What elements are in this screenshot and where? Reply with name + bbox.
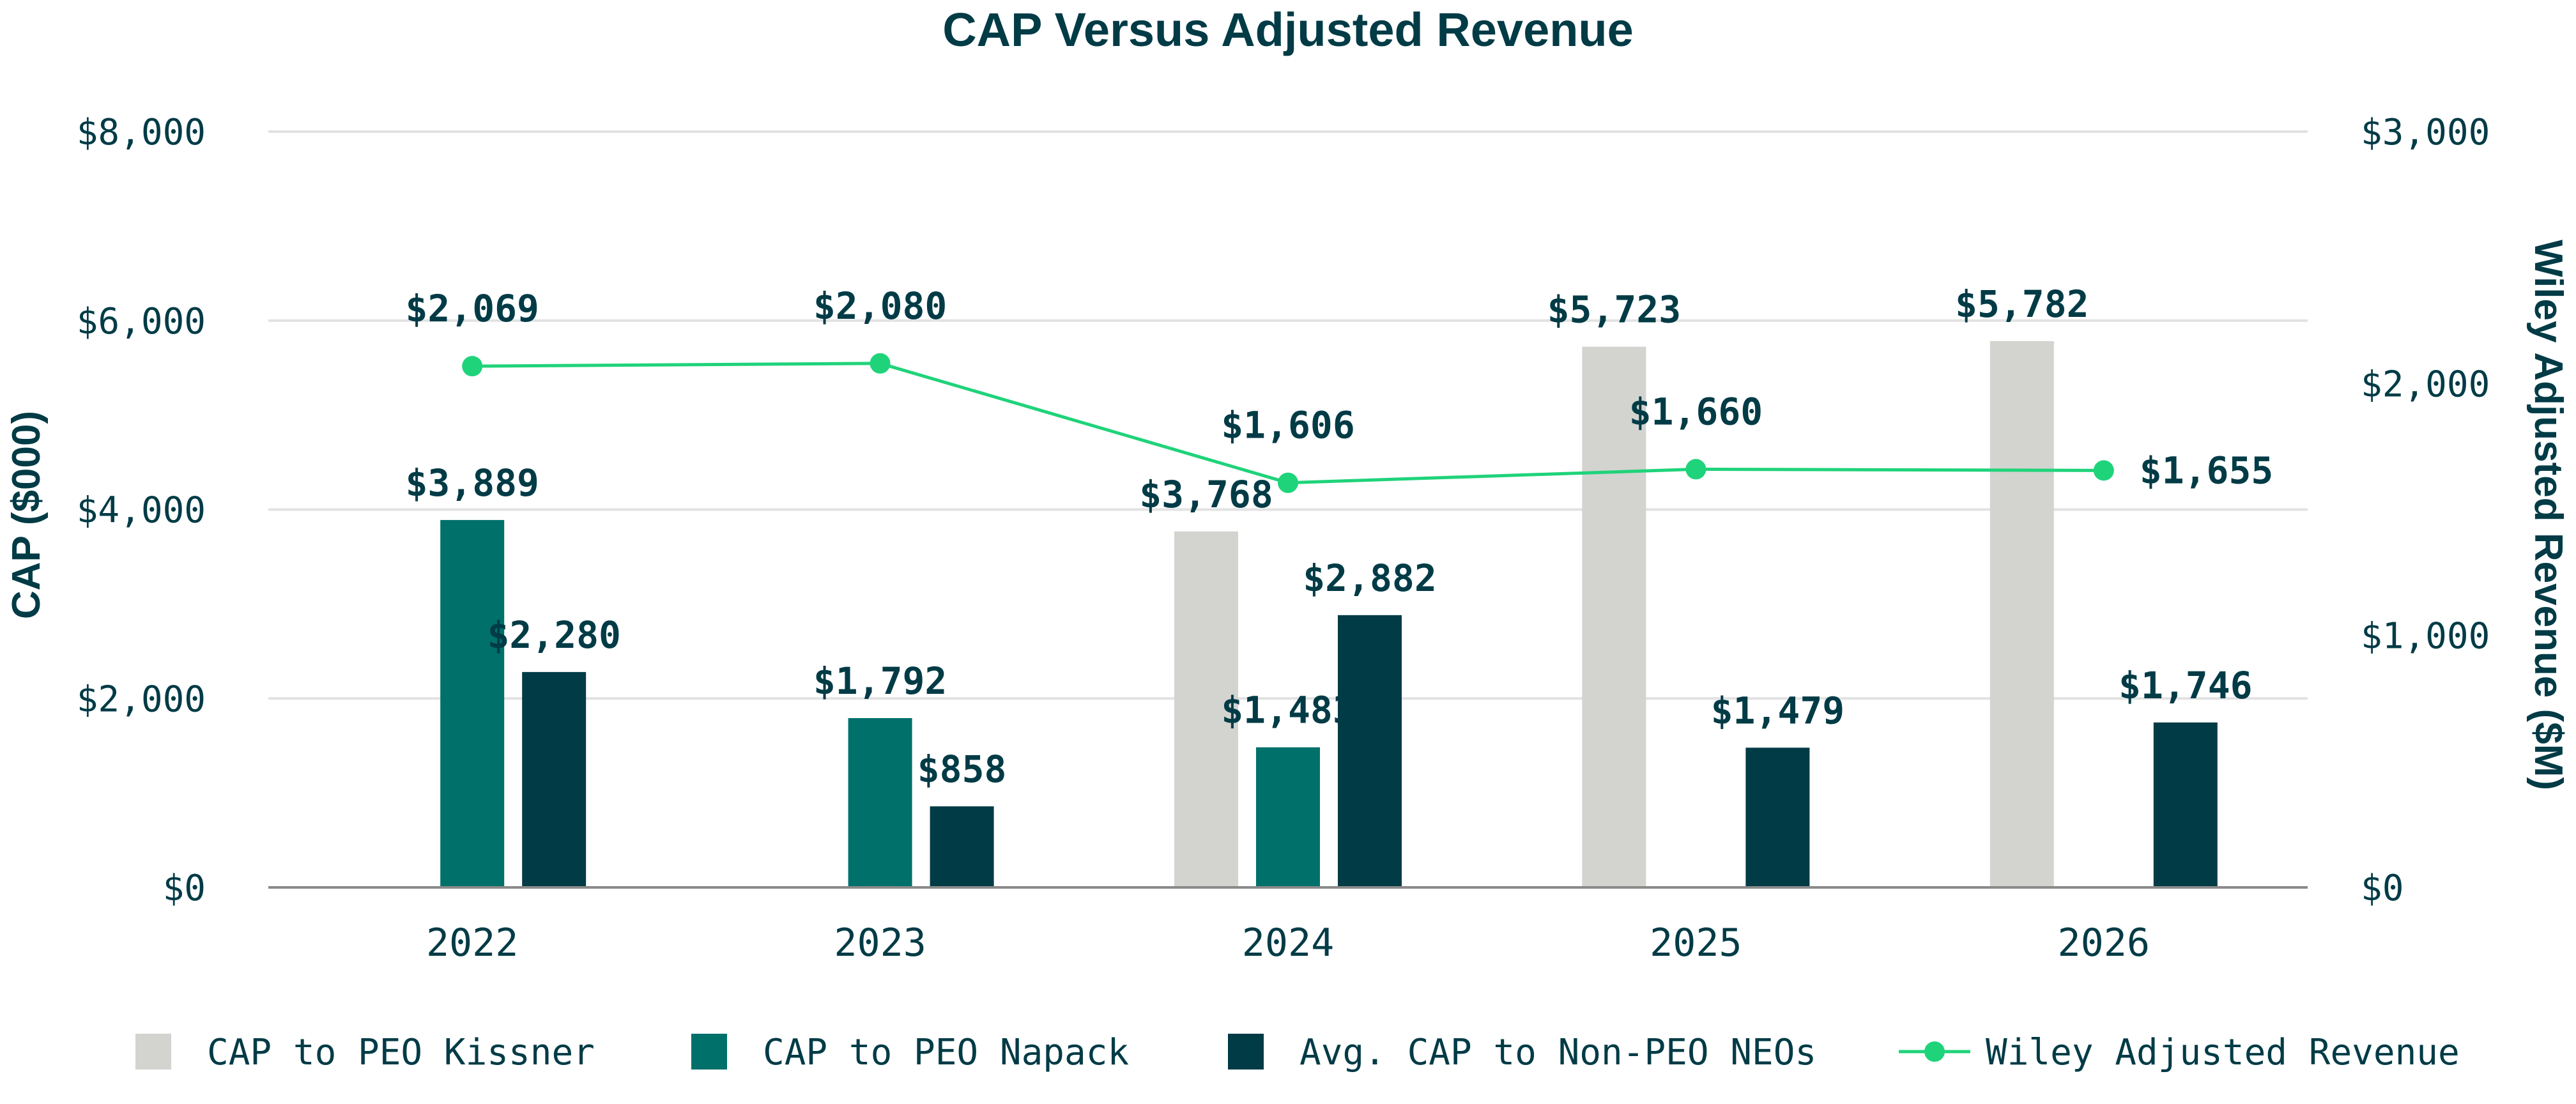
bar-data-label: $1,479 xyxy=(1711,689,1845,732)
bar-data-label: $2,882 xyxy=(1303,556,1437,600)
bar-data-label: $5,723 xyxy=(1547,288,1682,332)
category-label: 2026 xyxy=(2058,921,2150,965)
bar-marks xyxy=(440,341,2218,887)
left-tick-label: $6,000 xyxy=(77,301,206,342)
bar-data-label: $5,782 xyxy=(1955,282,2089,326)
right-axis-ticks: $0 $1,000 $2,000 $3,000 xyxy=(2361,112,2490,909)
gridlines xyxy=(268,130,2308,700)
bar-data-label: $1,792 xyxy=(813,659,947,703)
bar xyxy=(1338,615,1402,887)
category-label: 2022 xyxy=(426,921,519,965)
bar xyxy=(848,718,912,887)
right-tick-label: $1,000 xyxy=(2361,616,2490,657)
line-point xyxy=(1278,472,1298,493)
legend-label: CAP to PEO Kissner xyxy=(207,1032,595,1073)
right-tick-label: $0 xyxy=(2361,868,2404,909)
bar xyxy=(930,806,994,887)
left-tick-label: $2,000 xyxy=(77,678,206,720)
right-tick-label: $2,000 xyxy=(2361,364,2490,405)
category-label: 2024 xyxy=(1242,921,1335,965)
right-axis-title: Wiley Adjusted Revenue ($M) xyxy=(2526,240,2570,790)
revenue-line xyxy=(462,353,2114,493)
line-point xyxy=(462,356,483,377)
legend-label: CAP to PEO Napack xyxy=(763,1032,1129,1073)
legend-label: Wiley Adjusted Revenue xyxy=(1986,1032,2460,1073)
legend-swatch xyxy=(691,1034,727,1070)
category-labels: 2022 2023 2024 2025 2026 xyxy=(426,921,2150,965)
line-point xyxy=(1685,459,1706,480)
bar-data-label: $1,483 xyxy=(1221,689,1355,732)
line-data-label: $1,606 xyxy=(1221,404,1355,447)
bar-data-label: $3,768 xyxy=(1139,473,1273,516)
chart-title: CAP Versus Adjusted Revenue xyxy=(942,3,1634,56)
left-tick-label: $0 xyxy=(163,868,206,909)
legend-label: Avg. CAP to Non-PEO NEOs xyxy=(1300,1032,1816,1073)
data-labels: $3,768 $5,723 $5,782 $3,889 $1,792 $1,483 $2,2… xyxy=(405,282,2273,791)
category-label: 2025 xyxy=(1650,921,1742,965)
line-data-label: $2,069 xyxy=(405,287,539,330)
bar-data-label: $858 xyxy=(917,747,1007,791)
bar xyxy=(2153,722,2218,887)
legend-line-marker xyxy=(1924,1041,1945,1062)
bar xyxy=(1256,747,1320,887)
line-data-label: $1,660 xyxy=(1629,390,1763,433)
line-data-label: $1,655 xyxy=(2140,448,2274,492)
left-tick-label: $4,000 xyxy=(77,490,206,532)
right-tick-label: $3,000 xyxy=(2361,112,2490,153)
legend: CAP to PEO Kissner CAP to PEO Napack Avg. … xyxy=(135,1032,2460,1073)
bar xyxy=(1174,531,1238,887)
bar xyxy=(440,519,505,887)
category-label: 2023 xyxy=(834,921,926,965)
line-data-label: $2,080 xyxy=(813,284,947,328)
bar xyxy=(1989,341,2054,887)
left-axis-title: CAP ($000) xyxy=(4,411,49,619)
line-point xyxy=(2093,460,2114,481)
legend-swatch xyxy=(1228,1034,1264,1070)
legend-swatch xyxy=(135,1034,171,1070)
left-axis-ticks: $0 $2,000 $4,000 $6,000 $8,000 xyxy=(77,112,206,909)
bar-data-label: $3,889 xyxy=(405,461,539,505)
bar-data-label: $1,746 xyxy=(2119,664,2253,707)
line-point xyxy=(870,353,891,374)
bar xyxy=(522,671,586,887)
left-tick-label: $8,000 xyxy=(77,112,206,153)
bar xyxy=(1745,747,1810,887)
bar-data-label: $2,280 xyxy=(487,613,621,657)
bar xyxy=(1582,346,1646,887)
